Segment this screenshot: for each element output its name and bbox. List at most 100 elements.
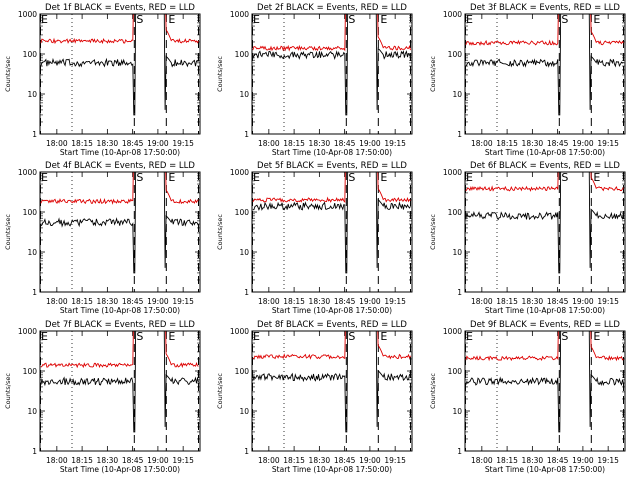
x-tick-label: 19:00 [572,139,594,148]
series-lld [40,331,199,369]
series-lld [465,331,624,362]
y-tick-label: 1 [32,447,37,456]
y-tick-label: 1000 [18,10,37,19]
series-events [40,172,199,274]
x-tick-label: 18:45 [547,139,569,148]
series-events [252,172,411,274]
x-tick-label: 18:45 [334,297,356,306]
x-tick-label: 18:15 [283,139,305,148]
x-axis-label: Start Time (10-Apr-08 17:50:00) [60,306,180,315]
panel-det-4: Det 4f BLACK = Events, RED = LLD Counts/s… [4,161,201,315]
series-events [40,14,199,116]
end-flag-label: E [593,330,600,343]
x-tick-label: 18:15 [496,297,518,306]
end-flag-label: E [253,171,260,184]
x-tick-label: 19:15 [384,139,406,148]
start-flag-label: S [561,330,568,343]
plot-frame [39,171,201,293]
x-axis-label: Start Time (10-Apr-08 17:50:00) [60,148,180,157]
series-lld [40,172,199,205]
x-tick-label: 19:00 [359,139,381,148]
y-axis-label: Counts/sec [4,373,12,409]
series-events [252,14,411,116]
start-flag-label: S [136,171,143,184]
x-tick-label: 18:45 [334,456,356,465]
y-tick-label: 100 [448,50,463,59]
plot-frame [39,13,201,135]
x-tick-label: 19:15 [597,139,619,148]
panel-title: Det 1f BLACK = Events, RED = LLD [45,3,195,13]
x-tick-label: 19:15 [172,456,194,465]
series-events [465,331,624,433]
series-lld [252,331,411,360]
y-tick-label: 1 [457,288,462,297]
start-flag-label: S [561,171,568,184]
y-tick-label: 10 [452,90,462,99]
y-axis-label: Counts/sec [429,56,437,92]
plot-frame [464,13,626,135]
end-flag-label: E [168,13,175,26]
panel-title: Det 3f BLACK = Events, RED = LLD [470,3,620,13]
x-tick-label: 19:00 [572,297,594,306]
plot-frame [251,330,413,452]
x-tick-label: 18:00 [258,456,280,465]
y-tick-label: 1 [244,447,249,456]
y-axis-label: Counts/sec [429,373,437,409]
y-tick-label: 1000 [443,168,462,177]
y-tick-label: 100 [448,367,463,376]
plot-frame [464,171,626,293]
y-tick-label: 100 [23,367,38,376]
end-flag-label: E [41,171,48,184]
x-tick-label: 19:15 [597,297,619,306]
end-flag-label: E [380,171,387,184]
x-tick-label: 18:45 [547,456,569,465]
x-tick-label: 18:00 [471,456,493,465]
x-tick-label: 18:30 [97,456,119,465]
x-axis-label: Start Time (10-Apr-08 17:50:00) [272,306,392,315]
x-tick-label: 19:15 [384,297,406,306]
end-flag-label: E [380,13,387,26]
x-tick-label: 18:30 [97,297,119,306]
x-tick-label: 18:30 [522,456,544,465]
x-tick-label: 18:45 [122,297,144,306]
x-tick-label: 19:00 [147,456,169,465]
x-tick-label: 18:30 [309,139,331,148]
x-tick-label: 18:30 [522,297,544,306]
y-tick-label: 100 [23,50,38,59]
end-flag-label: E [466,13,473,26]
y-axis-label: Counts/sec [216,56,224,92]
plot-frame [39,330,201,452]
x-axis-label: Start Time (10-Apr-08 17:50:00) [485,306,605,315]
y-axis-label: Counts/sec [216,214,224,250]
series-events [252,331,411,433]
x-tick-label: 18:15 [496,456,518,465]
panel-title: Det 7f BLACK = Events, RED = LLD [45,320,195,330]
x-axis-label: Start Time (10-Apr-08 17:50:00) [60,465,180,474]
series-lld [465,14,624,46]
panel-det-3: Det 3f BLACK = Events, RED = LLD Counts/s… [429,3,626,157]
x-tick-label: 18:15 [71,456,93,465]
x-axis-label: Start Time (10-Apr-08 17:50:00) [485,465,605,474]
y-tick-label: 10 [452,407,462,416]
y-tick-label: 1 [32,130,37,139]
series-events [465,172,624,274]
x-tick-label: 18:15 [283,297,305,306]
series-events [40,331,199,433]
series-lld [252,14,411,52]
end-flag-label: E [41,330,48,343]
y-tick-label: 1000 [230,10,249,19]
y-tick-label: 1 [244,130,249,139]
x-tick-label: 19:00 [359,456,381,465]
x-tick-label: 19:00 [147,139,169,148]
y-tick-label: 10 [27,248,37,257]
y-tick-label: 1 [32,288,37,297]
start-flag-label: S [136,330,143,343]
x-axis-label: Start Time (10-Apr-08 17:50:00) [272,465,392,474]
x-tick-label: 18:45 [122,456,144,465]
panel-det-9: Det 9f BLACK = Events, RED = LLD Counts/s… [429,320,626,474]
x-tick-label: 18:15 [496,139,518,148]
x-axis-label: Start Time (10-Apr-08 17:50:00) [272,148,392,157]
y-tick-label: 100 [235,208,250,217]
x-tick-label: 18:00 [46,456,68,465]
x-tick-label: 18:00 [46,297,68,306]
